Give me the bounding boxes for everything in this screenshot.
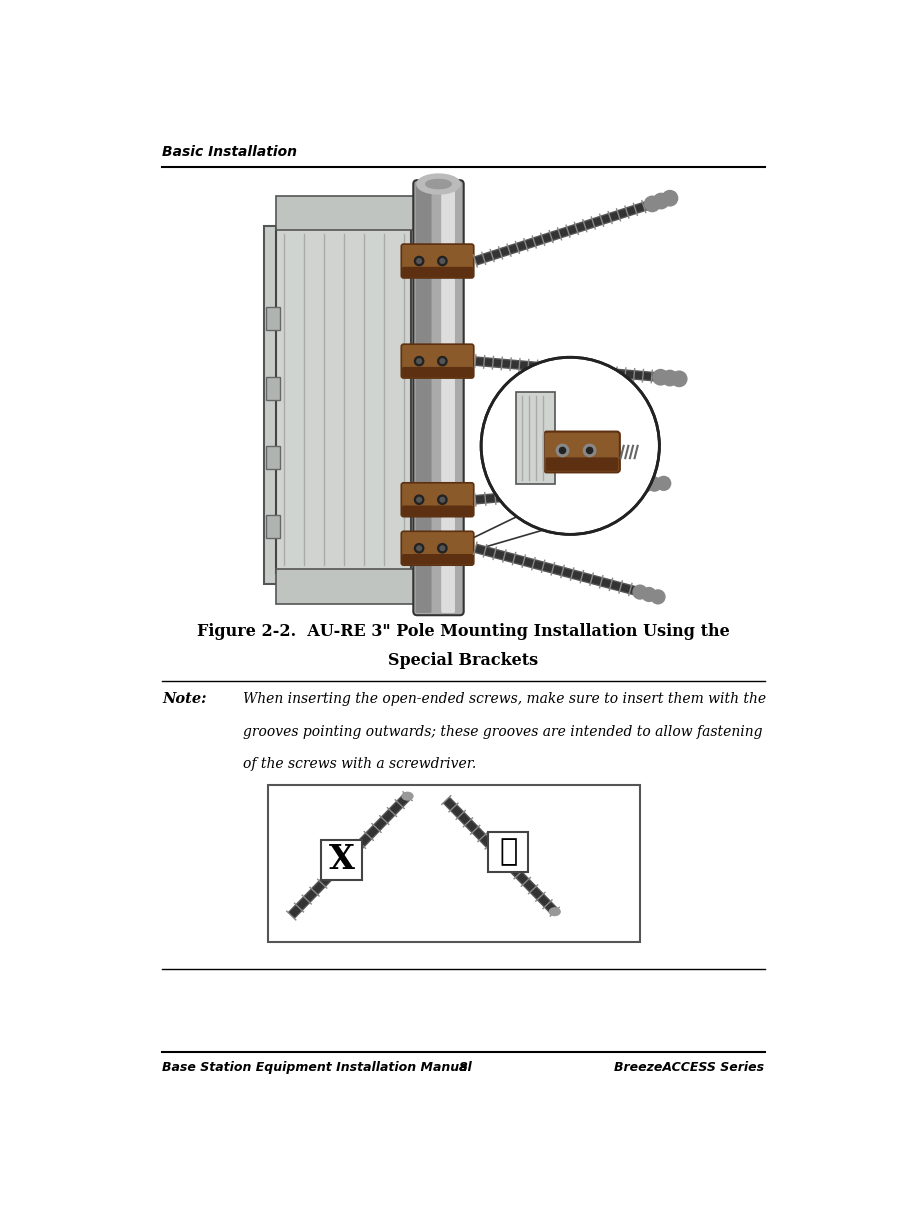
Circle shape [414,356,424,366]
Circle shape [437,543,446,553]
Circle shape [414,256,424,266]
Text: 8: 8 [459,1061,467,1074]
Circle shape [440,359,444,363]
Circle shape [632,585,647,599]
Circle shape [440,498,444,501]
Circle shape [555,445,568,457]
Text: Note:: Note: [162,692,206,706]
Circle shape [437,356,446,366]
Text: Base Station Equipment Installation Manual: Base Station Equipment Installation Manu… [162,1061,471,1074]
Circle shape [480,357,658,535]
FancyBboxPatch shape [266,377,280,399]
FancyBboxPatch shape [545,457,618,471]
Text: ✓: ✓ [498,837,517,867]
FancyBboxPatch shape [401,344,473,378]
Circle shape [652,370,667,384]
Circle shape [437,495,446,504]
Text: Special Brackets: Special Brackets [387,652,538,669]
Circle shape [641,588,656,601]
FancyBboxPatch shape [401,244,473,278]
Text: X: X [329,843,354,876]
Circle shape [582,445,595,457]
Circle shape [414,495,424,504]
FancyBboxPatch shape [275,196,460,230]
FancyBboxPatch shape [402,367,472,377]
FancyBboxPatch shape [415,182,431,612]
FancyBboxPatch shape [275,569,460,604]
Ellipse shape [402,792,413,800]
Text: BreezeACCESS Series: BreezeACCESS Series [614,1061,764,1074]
Circle shape [661,191,677,206]
FancyBboxPatch shape [267,785,639,942]
FancyBboxPatch shape [402,554,472,564]
FancyBboxPatch shape [413,180,463,615]
FancyBboxPatch shape [441,182,454,612]
FancyBboxPatch shape [544,431,619,472]
Ellipse shape [646,200,656,208]
Ellipse shape [634,588,645,596]
Circle shape [650,590,665,604]
Circle shape [638,478,651,492]
Circle shape [671,371,686,387]
FancyBboxPatch shape [402,505,472,516]
Circle shape [416,359,421,363]
FancyBboxPatch shape [402,267,472,277]
Circle shape [647,477,661,492]
Circle shape [414,543,424,553]
Circle shape [416,498,421,501]
Ellipse shape [425,180,451,188]
FancyBboxPatch shape [264,227,411,584]
Text: Figure 2-2.  AU-RE 3" Pole Mounting Installation Using the: Figure 2-2. AU-RE 3" Pole Mounting Insta… [197,623,729,639]
FancyBboxPatch shape [488,832,528,872]
Text: Basic Installation: Basic Installation [162,145,297,159]
FancyBboxPatch shape [321,840,361,880]
Circle shape [653,193,668,208]
FancyBboxPatch shape [401,483,473,516]
Circle shape [644,196,659,212]
FancyBboxPatch shape [266,446,280,469]
FancyBboxPatch shape [266,307,280,330]
Ellipse shape [639,482,650,489]
Circle shape [559,447,565,453]
Circle shape [586,447,592,453]
Text: When inserting the open-ended screws, make sure to insert them with the: When inserting the open-ended screws, ma… [243,692,766,706]
Ellipse shape [549,908,560,915]
Circle shape [656,477,670,490]
Ellipse shape [416,175,460,193]
Circle shape [661,371,677,386]
Text: grooves pointing outwards; these grooves are intended to allow fastening: grooves pointing outwards; these grooves… [243,724,762,738]
FancyBboxPatch shape [401,531,473,565]
Circle shape [440,259,444,264]
Text: of the screws with a screwdriver.: of the screws with a screwdriver. [243,756,476,771]
Circle shape [416,259,421,264]
Circle shape [437,256,446,266]
Circle shape [416,546,421,551]
FancyBboxPatch shape [516,392,554,484]
Circle shape [440,546,444,551]
FancyBboxPatch shape [266,515,280,538]
Ellipse shape [655,373,666,381]
FancyBboxPatch shape [275,227,411,573]
